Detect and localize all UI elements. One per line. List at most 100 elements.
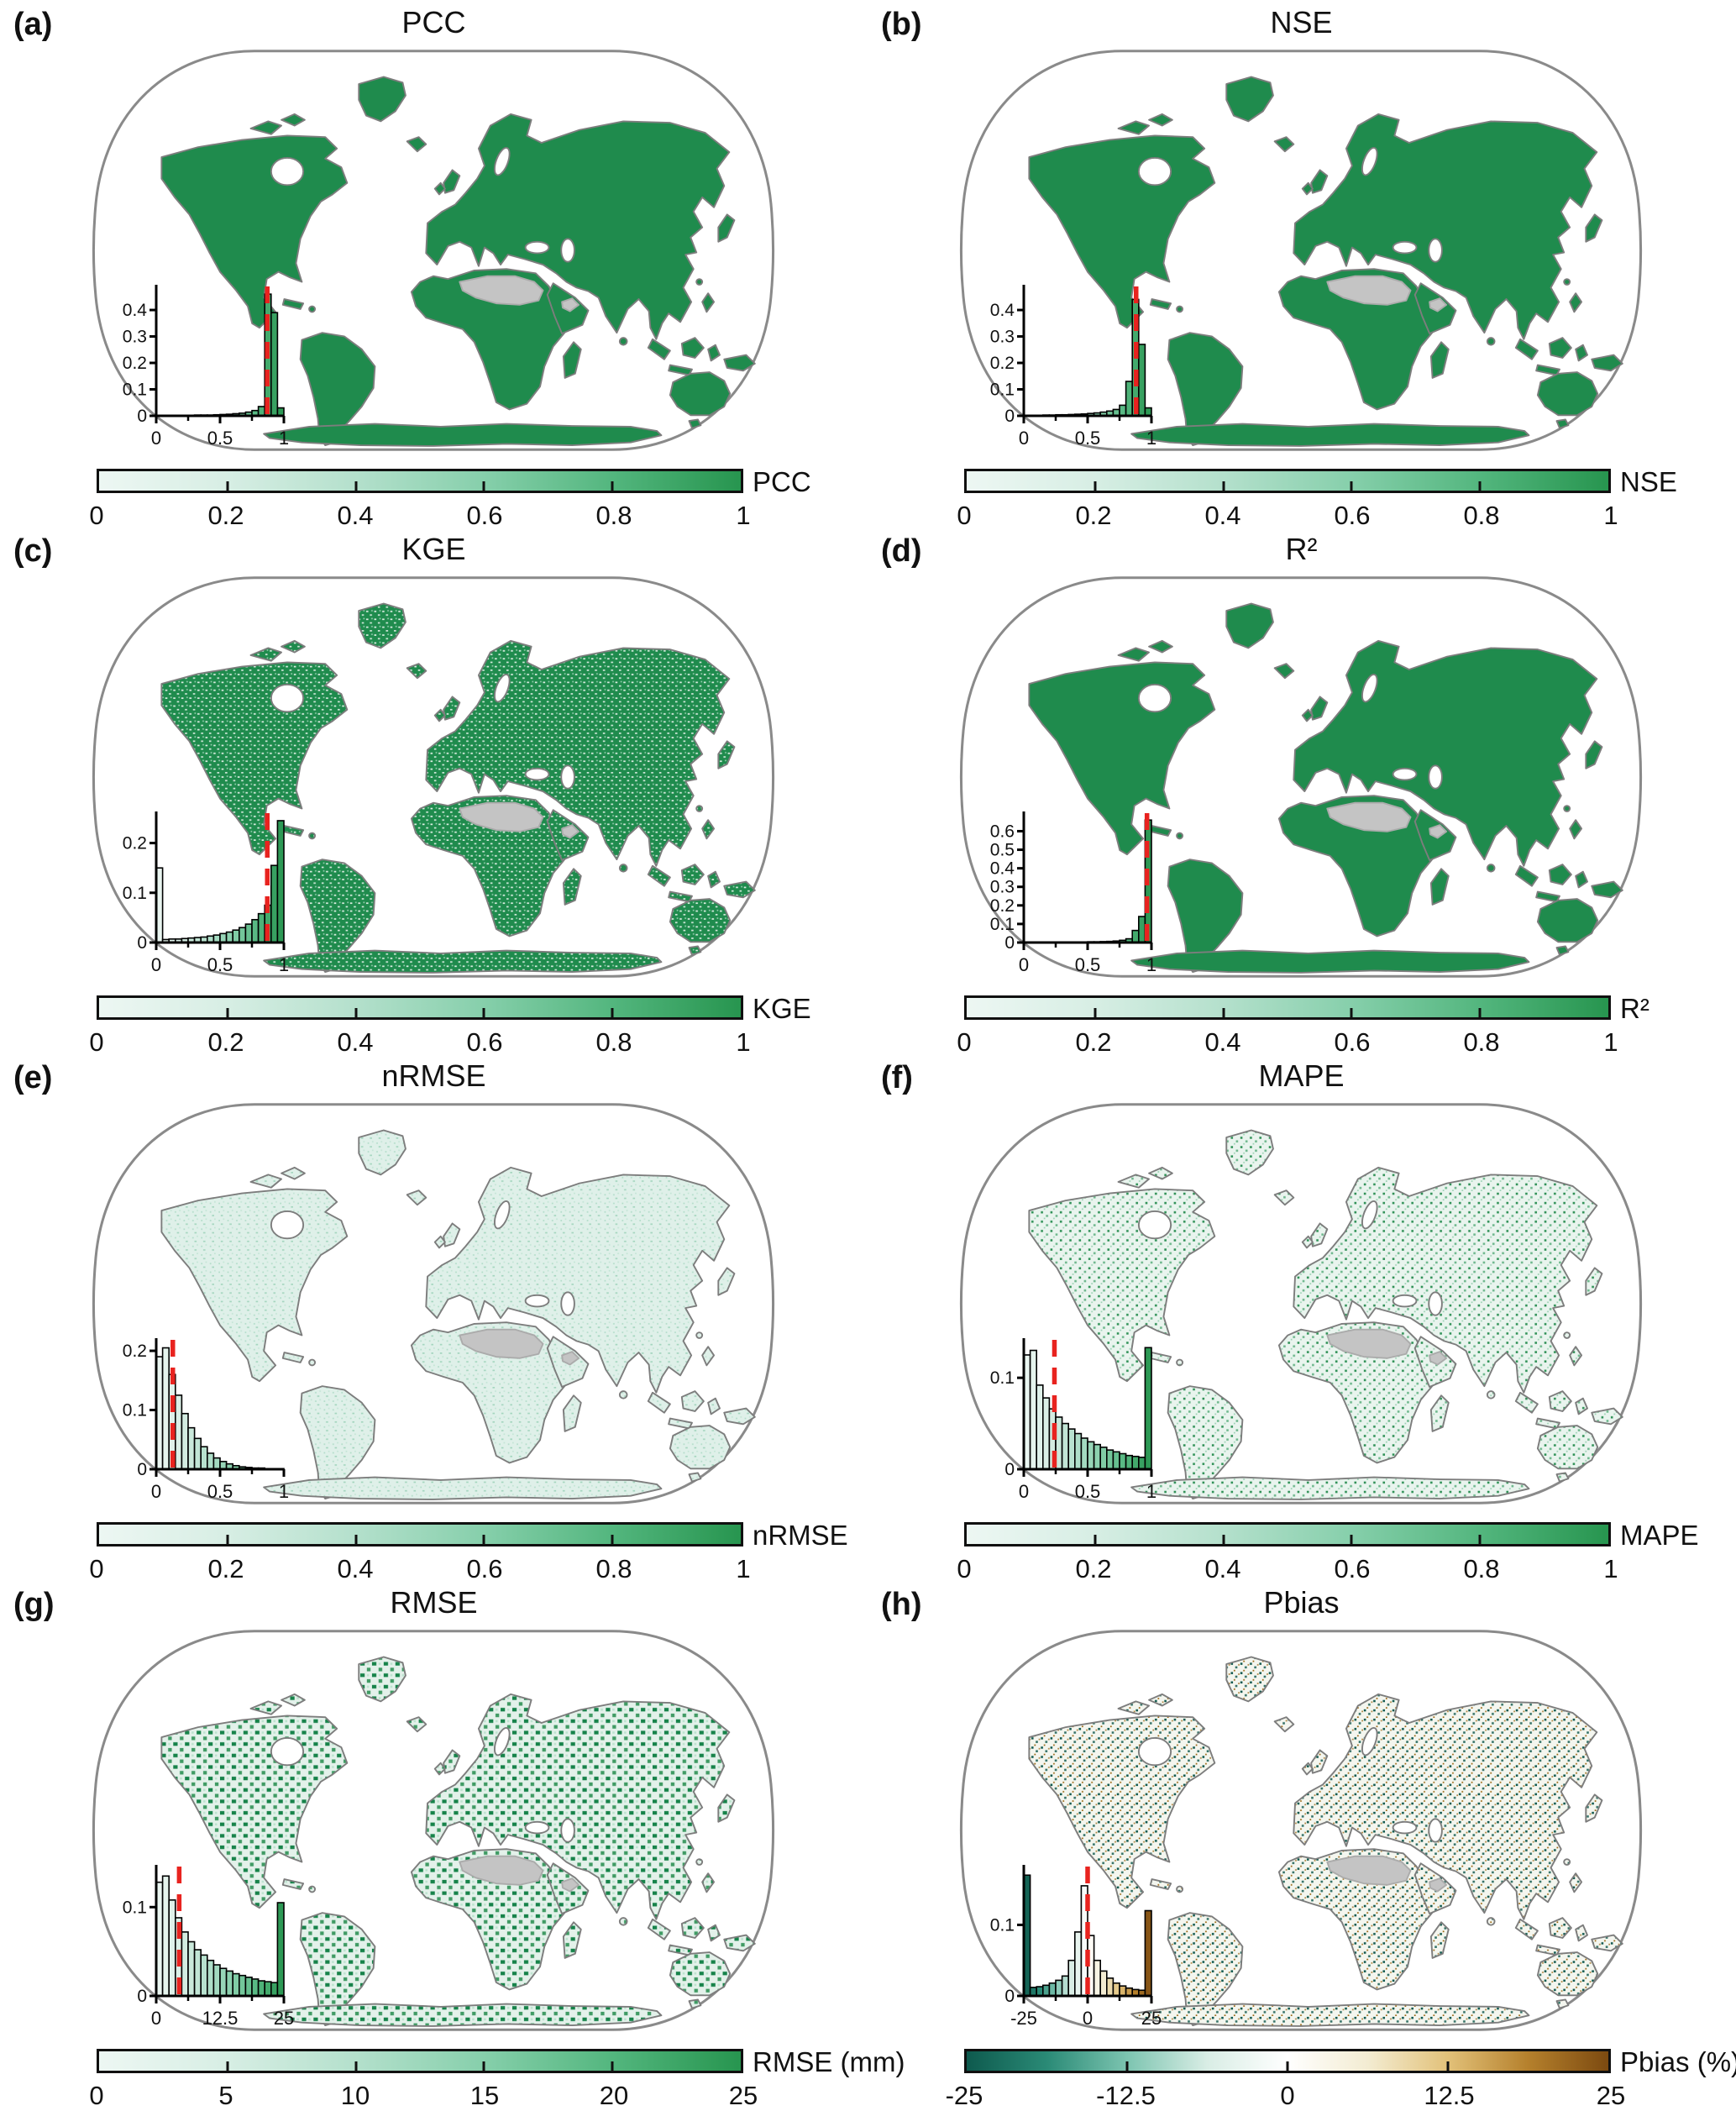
histogram-bar: [239, 1976, 246, 1996]
colorbar-label: MAPE: [1620, 1520, 1699, 1552]
histogram-bar: [1036, 1987, 1043, 1996]
colorbar-tick: [483, 1008, 485, 1017]
histogram-bar: [1107, 1450, 1114, 1469]
inset-y-tick-label: 0.3: [123, 328, 147, 347]
inset-y-tick-label: 0.1: [123, 884, 147, 903]
colorbar-tick: [226, 1535, 228, 1544]
histogram-bar: [277, 821, 284, 943]
histogram-bar: [1056, 1980, 1062, 1996]
histogram-bar: [1113, 1452, 1120, 1469]
inset-x-tick-label: 0: [1019, 1481, 1029, 1502]
inset-y-tick-label: 0.2: [990, 354, 1015, 373]
colorbar-tick: [354, 1008, 357, 1017]
histogram-bar: [1139, 1457, 1146, 1469]
histogram-bar: [271, 1982, 278, 1996]
inset-x-tick-label: 1: [279, 1481, 289, 1502]
panel-label: (b): [881, 7, 922, 43]
inset-y-tick-label: 0: [137, 407, 147, 426]
inset-y-tick-label: 0.4: [990, 301, 1015, 320]
colorbar-gradient: [97, 995, 743, 1020]
histogram-bar: [163, 1348, 170, 1469]
histogram-bar: [277, 1903, 284, 1996]
histogram-bar: [169, 1900, 176, 1996]
inset-x-tick-label: 0.5: [207, 428, 233, 449]
inset-x-tick-label: 1: [279, 428, 289, 449]
histogram-bar: [1145, 1347, 1151, 1469]
histogram-bar: [1120, 1986, 1126, 1996]
panel-title: NSE: [868, 5, 1735, 40]
colorbar-tick: [1126, 2061, 1129, 2071]
inset-x-tick-label: 0: [1019, 954, 1029, 975]
histogram-bar: [233, 1974, 239, 1996]
histogram-bar: [1113, 1983, 1120, 1996]
inset-y-tick-label: 0.4: [990, 859, 1015, 879]
inset-y-tick-label: 0.1: [123, 1898, 147, 1917]
histogram-bar: [1100, 1447, 1107, 1469]
colorbar-tick: [354, 2061, 357, 2071]
inset-x-tick-label: -25: [1010, 2008, 1037, 2029]
inset-y-tick-label: 0: [1004, 933, 1015, 953]
inset-y-tick-label: 0.5: [990, 841, 1015, 860]
histogram-bar: [1088, 1441, 1094, 1469]
colorbar-tick: [226, 2061, 228, 2071]
histogram-bar: [1120, 405, 1126, 416]
histogram-bar: [1075, 1434, 1082, 1469]
colorbar-label: R²: [1620, 993, 1649, 1025]
colorbar-tick: [1351, 1535, 1353, 1544]
histogram-bar: [207, 1961, 214, 1996]
inset-x-tick-label: 1: [279, 954, 289, 975]
inset-y-tick-label: 0.2: [123, 354, 147, 373]
panel-title: PCC: [0, 5, 868, 40]
colorbar-tick: [226, 1008, 228, 1017]
histogram-bar: [233, 930, 239, 943]
inset-y-tick-label: 0.3: [990, 878, 1015, 897]
colorbar-tick: [1479, 1535, 1482, 1544]
histogram-bar: [1094, 1961, 1101, 1996]
histogram-bar: [1120, 1454, 1126, 1470]
histogram-bar: [220, 1968, 227, 1996]
colorbar-tick: [226, 481, 228, 491]
colorbar-tick: [611, 481, 614, 491]
histogram-bar: [1145, 1911, 1151, 1996]
histogram-bar: [259, 407, 265, 416]
inset-y-tick-label: 0: [1004, 1460, 1015, 1479]
inset-x-tick-label: 1: [1146, 1481, 1156, 1502]
histogram-bar: [213, 1965, 220, 1996]
inset-y-tick-label: 0: [137, 1987, 147, 2006]
colorbar-tick: [1479, 1008, 1482, 1017]
panel-label: (h): [881, 1587, 922, 1623]
colorbar-label: PCC: [753, 466, 811, 498]
colorbar-tick: [483, 481, 485, 491]
colorbar-gradient: [964, 1522, 1611, 1546]
histogram-bar: [176, 1395, 182, 1469]
colorbar-gradient: [964, 2049, 1611, 2073]
inset-x-tick-label: 0: [151, 428, 161, 449]
histogram-bar: [195, 1438, 202, 1469]
histogram-bar: [245, 1977, 252, 1996]
histogram-bar: [213, 1458, 220, 1469]
inset-x-tick-label: 0: [151, 2008, 161, 2029]
colorbar-tick: [1094, 1008, 1096, 1017]
inset-y-tick-label: 0.1: [123, 1401, 147, 1420]
histogram-bar: [1043, 1985, 1050, 1996]
inset-y-tick-label: 0.1: [990, 915, 1015, 934]
histogram-bar: [1031, 1988, 1037, 1996]
